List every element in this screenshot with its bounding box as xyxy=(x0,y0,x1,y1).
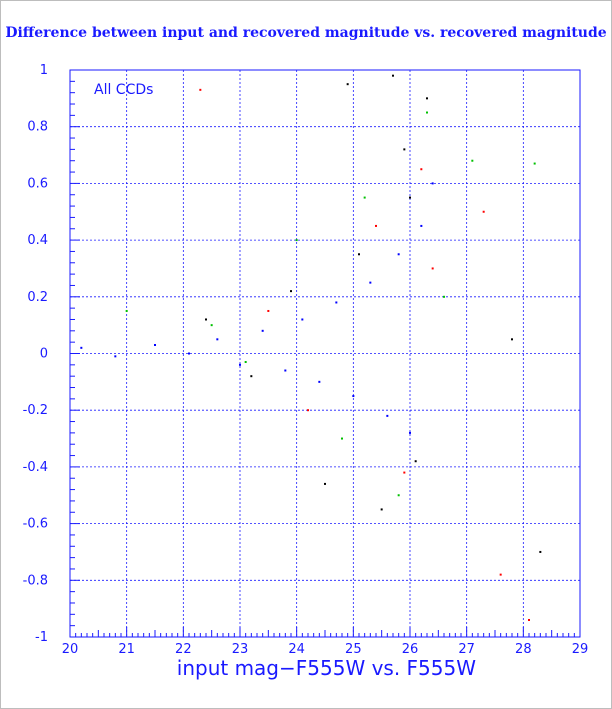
x-tick-label: 21 xyxy=(118,642,135,657)
data-point xyxy=(386,414,389,417)
data-point xyxy=(511,338,513,341)
chart-title: Difference between input and recovered m… xyxy=(5,25,607,41)
y-tick-label: -0.4 xyxy=(23,460,48,475)
data-point xyxy=(244,361,247,364)
x-tick-label: 24 xyxy=(288,642,305,657)
data-point xyxy=(199,88,202,91)
x-axis-label: input mag−F555W vs. F555W xyxy=(177,656,476,680)
data-point xyxy=(420,224,423,227)
data-point xyxy=(528,618,530,621)
data-point xyxy=(431,267,434,270)
data-point xyxy=(301,318,304,321)
data-point xyxy=(363,196,366,199)
y-tick-label: 1 xyxy=(40,63,48,78)
data-point xyxy=(205,318,207,321)
data-point xyxy=(216,338,219,341)
data-point xyxy=(125,309,128,312)
data-point xyxy=(482,210,485,213)
data-point xyxy=(403,148,406,151)
data-point xyxy=(409,196,411,199)
data-point xyxy=(346,83,349,86)
data-point xyxy=(250,375,253,378)
x-tick-label: 20 xyxy=(62,642,79,657)
data-point xyxy=(431,182,434,185)
data-point xyxy=(409,431,411,434)
data-point xyxy=(267,309,270,312)
y-tick-label: 0.6 xyxy=(27,176,48,191)
data-point xyxy=(188,352,190,355)
data-point xyxy=(471,159,474,162)
y-tick-label: 0.8 xyxy=(27,120,48,135)
x-tick-label: 23 xyxy=(232,642,249,657)
data-point xyxy=(284,369,287,372)
data-point xyxy=(392,74,394,77)
data-point xyxy=(80,346,83,349)
annotation-label: All CCDs xyxy=(94,82,153,98)
data-point xyxy=(307,409,309,412)
data-point xyxy=(414,460,417,463)
data-point xyxy=(533,162,536,165)
data-point xyxy=(380,508,383,511)
x-tick-label: 25 xyxy=(345,642,362,657)
data-point xyxy=(324,482,326,485)
data-point xyxy=(154,343,156,346)
data-point xyxy=(539,550,542,553)
data-point xyxy=(335,301,338,304)
x-tick-label: 29 xyxy=(572,642,589,657)
x-tick-label: 27 xyxy=(458,642,475,657)
data-point xyxy=(499,573,502,576)
data-point xyxy=(426,97,428,100)
y-tick-label: 0 xyxy=(40,347,48,362)
data-point xyxy=(290,290,292,293)
data-point xyxy=(420,168,423,171)
x-tick-label: 28 xyxy=(515,642,532,657)
data-point xyxy=(375,224,377,227)
data-point xyxy=(403,471,406,474)
y-tick-label: -0.2 xyxy=(23,403,48,418)
y-tick-label: -0.6 xyxy=(23,517,48,532)
y-tick-label: -0.8 xyxy=(23,573,48,588)
data-point xyxy=(239,363,241,366)
data-point xyxy=(210,324,213,327)
data-point xyxy=(114,355,117,358)
data-point xyxy=(397,494,400,497)
data-point xyxy=(261,329,264,332)
data-point xyxy=(295,239,298,242)
y-tick-label: -1 xyxy=(35,630,48,645)
data-point xyxy=(318,380,321,383)
data-point xyxy=(443,295,445,298)
data-point xyxy=(397,253,400,256)
data-point xyxy=(352,395,355,398)
data-point xyxy=(369,281,372,284)
y-tick-label: 0.2 xyxy=(27,290,48,305)
x-tick-label: 26 xyxy=(402,642,419,657)
data-point xyxy=(426,111,428,114)
y-tick-label: 0.4 xyxy=(27,233,48,248)
x-tick-label: 22 xyxy=(175,642,192,657)
data-point xyxy=(341,437,343,440)
data-point xyxy=(358,253,360,256)
